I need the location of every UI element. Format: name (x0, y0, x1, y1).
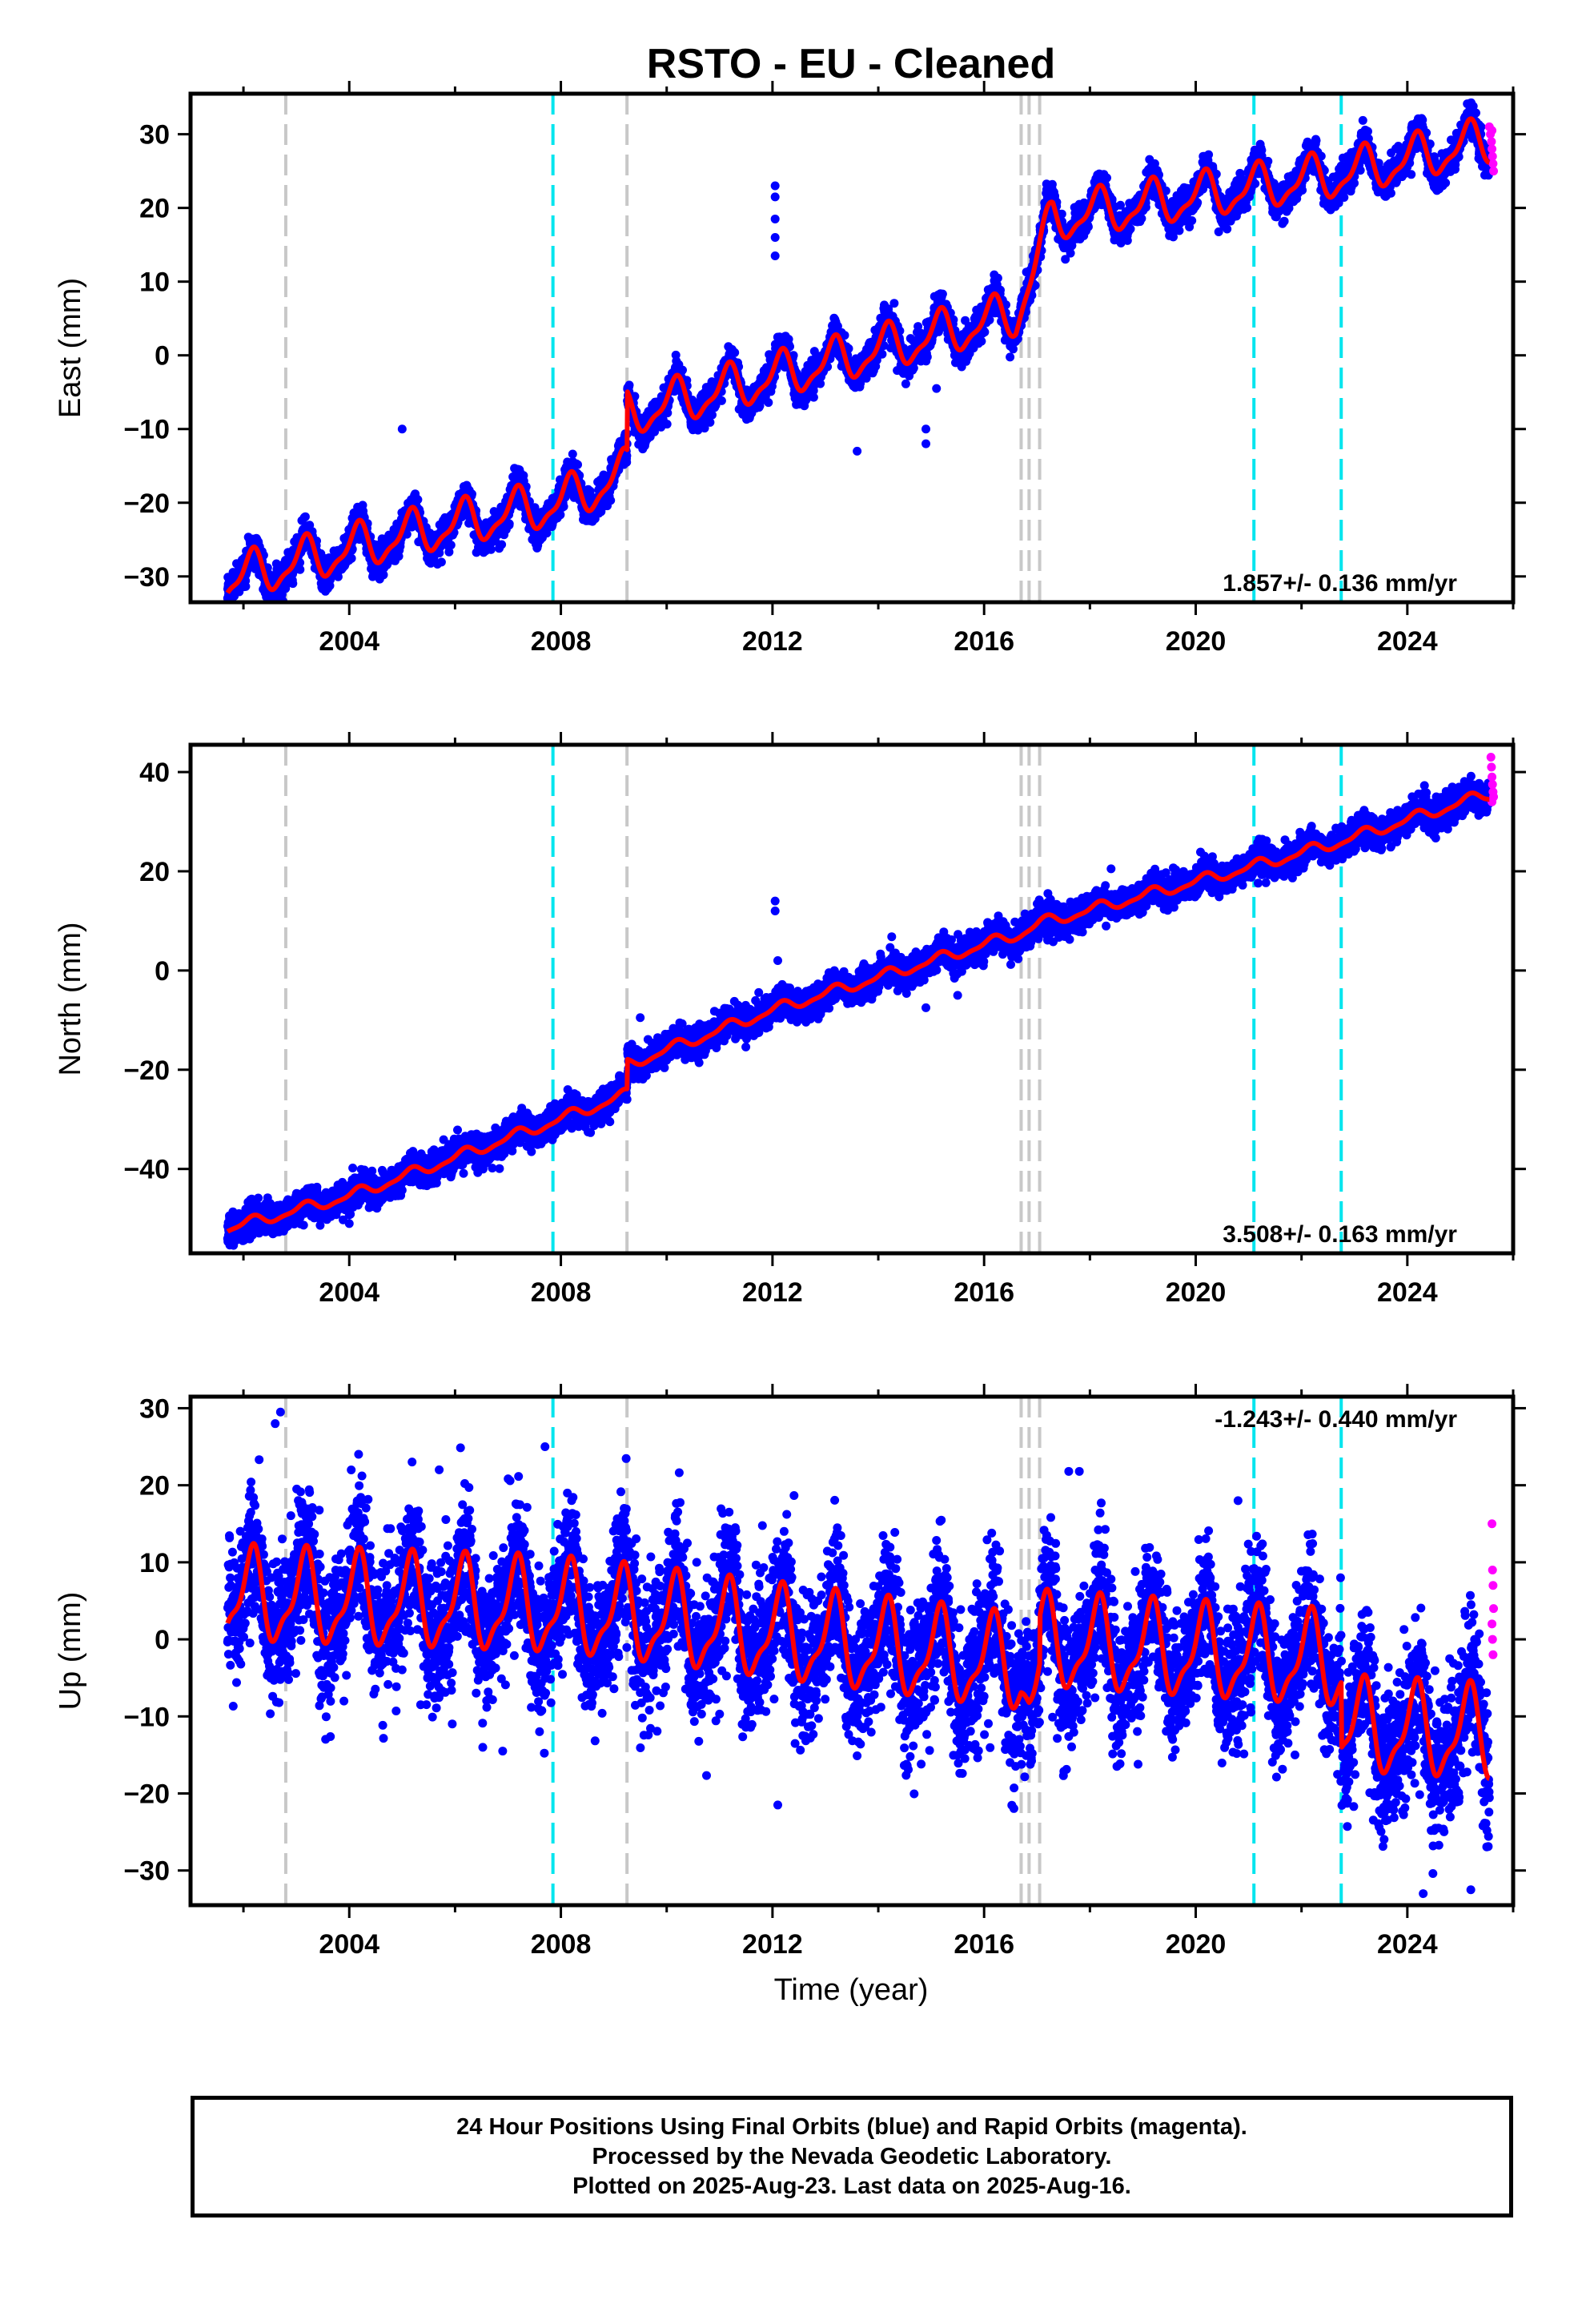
final-orbit-point (717, 396, 726, 405)
final-orbit-point (413, 495, 423, 505)
panel-east: 2004 2008 2012 2016 2020 2024−30−20−100102030… (54, 81, 1526, 657)
final-orbit-point (1102, 173, 1111, 183)
final-orbit-point (889, 299, 899, 308)
final-orbit-point (266, 605, 275, 614)
final-orbit-point (606, 496, 616, 505)
final-orbit-point (556, 510, 565, 520)
final-orbit-point (980, 328, 990, 337)
final-orbit-point (573, 460, 582, 469)
final-orbit-point (764, 398, 773, 408)
final-orbit-point (938, 289, 947, 299)
final-orbit-point (300, 512, 310, 521)
final-orbit-point (622, 451, 632, 460)
final-orbit-point (705, 417, 715, 427)
chart-title: RSTO - EU - Cleaned (647, 41, 1055, 87)
final-orbit-point (568, 449, 577, 459)
final-orbit-point (662, 420, 672, 429)
final-orbit-point (402, 529, 412, 539)
final-orbit-point (678, 365, 687, 375)
final-orbit-point (504, 519, 514, 529)
final-orbit-point (436, 557, 446, 567)
final-orbit-point (809, 392, 818, 402)
final-orbit-point (1006, 352, 1015, 362)
final-orbit-point (497, 540, 507, 549)
final-orbit-point (993, 273, 1002, 283)
final-orbit-point (877, 349, 887, 359)
final-orbit-point (922, 352, 932, 362)
final-orbit-point (446, 541, 456, 550)
final-orbit-point (1083, 222, 1093, 231)
final-orbit-point (241, 581, 251, 591)
final-orbit-point (977, 336, 986, 346)
final-orbit-point (379, 570, 388, 580)
final-orbit-point (347, 553, 356, 563)
final-orbit-point (901, 379, 910, 388)
final-orbit-point (288, 579, 298, 589)
plot-area-east (223, 94, 1499, 614)
final-orbit-point (624, 380, 634, 390)
final-orbit-point (333, 572, 343, 581)
final-orbit-point (730, 348, 740, 357)
final-orbit-point (295, 565, 305, 574)
